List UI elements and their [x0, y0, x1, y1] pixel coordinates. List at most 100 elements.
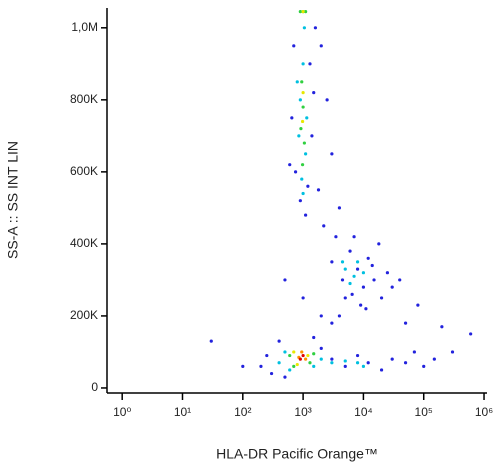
x-tick-label: 10⁰ [113, 405, 131, 419]
y-tick-label: 0 [91, 380, 98, 394]
data-point [403, 361, 408, 365]
data-point [302, 26, 306, 30]
data-point [343, 267, 347, 271]
data-point [343, 364, 347, 368]
data-point [300, 350, 304, 354]
data-point [301, 191, 305, 196]
data-point [301, 62, 305, 66]
data-point [366, 361, 370, 365]
y-axis-title: SS-A :: SS INT LIN [5, 141, 21, 259]
data-point [308, 62, 312, 66]
data-point [361, 271, 366, 275]
data-point [298, 10, 302, 14]
data-point [352, 235, 356, 239]
data-point [292, 364, 296, 368]
data-point [300, 163, 305, 167]
data-point [306, 353, 310, 358]
data-point [209, 339, 213, 343]
data-point [343, 359, 347, 363]
data-point [330, 361, 334, 365]
y-tick-label: 800K [70, 92, 98, 106]
data-point [277, 361, 281, 365]
data-point [340, 278, 345, 282]
data-point [379, 368, 384, 372]
data-point [301, 296, 305, 300]
data-point [288, 353, 292, 358]
data-point [334, 235, 338, 239]
x-tick-label: 10¹ [174, 405, 191, 419]
data-point [300, 177, 304, 181]
data-point [343, 296, 347, 300]
data-point [306, 184, 310, 188]
data-point [312, 91, 316, 95]
data-point [361, 364, 366, 368]
data-point [337, 206, 342, 210]
data-point [352, 274, 356, 278]
data-point [319, 314, 323, 318]
data-point [301, 10, 305, 14]
data-point [390, 285, 394, 289]
data-point [372, 278, 376, 282]
data-point [305, 116, 309, 120]
data-point [348, 281, 352, 286]
data-point [300, 80, 304, 84]
data-point [330, 357, 334, 361]
data-point [297, 134, 301, 138]
data-point [359, 303, 363, 307]
data-point [298, 199, 302, 203]
data-point [300, 119, 305, 124]
data-point [319, 346, 323, 350]
data-point [304, 152, 308, 156]
x-tick-label: 10⁶ [475, 405, 493, 419]
data-point [355, 267, 360, 271]
data-point [398, 278, 402, 282]
data-point [288, 368, 292, 372]
data-point [302, 141, 306, 145]
data-point [288, 163, 292, 167]
data-point [450, 350, 455, 354]
data-point [440, 325, 444, 329]
data-point [298, 357, 302, 361]
data-point [292, 350, 296, 354]
data-point [316, 188, 321, 192]
data-point [364, 307, 368, 311]
data-point [355, 361, 360, 365]
x-tick-label: 10³ [294, 405, 311, 419]
data-point [319, 357, 323, 361]
data-point [325, 98, 329, 102]
data-point [416, 303, 420, 307]
data-point [337, 314, 342, 318]
y-tick-label: 400K [70, 236, 98, 250]
data-point [290, 116, 294, 120]
data-point [377, 242, 381, 246]
data-point [301, 105, 305, 109]
data-point [304, 357, 308, 361]
data-point [283, 350, 287, 354]
data-point [308, 361, 312, 365]
data-point [301, 353, 305, 358]
data-point [283, 278, 287, 282]
data-point [319, 44, 323, 48]
data-point [350, 292, 354, 296]
data-point [348, 249, 352, 253]
data-point [241, 364, 245, 368]
data-point [355, 260, 360, 264]
data-point [313, 26, 318, 30]
x-tick-label: 10² [234, 405, 251, 419]
data-point [304, 10, 308, 14]
data-point [259, 364, 263, 368]
data-point [301, 91, 305, 95]
data-point [469, 332, 473, 336]
data-point [422, 364, 426, 368]
data-point [312, 352, 316, 356]
data-point [370, 263, 374, 268]
data-point [330, 152, 334, 156]
data-point [277, 339, 281, 343]
data-point [322, 224, 326, 228]
x-tick-label: 10⁴ [354, 405, 373, 419]
data-point [310, 134, 314, 138]
data-point [283, 375, 287, 379]
data-point [379, 296, 384, 300]
x-tick-label: 10⁵ [415, 405, 433, 419]
data-point [269, 371, 274, 376]
